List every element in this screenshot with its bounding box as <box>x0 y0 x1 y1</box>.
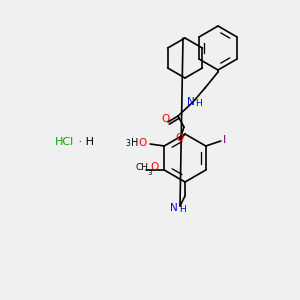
Text: N: N <box>170 203 178 213</box>
Text: H: H <box>178 205 185 214</box>
Text: · H: · H <box>75 137 94 147</box>
Text: HCl: HCl <box>55 137 74 147</box>
Text: I: I <box>223 135 226 145</box>
Text: 3: 3 <box>126 139 131 148</box>
Text: O: O <box>138 138 146 148</box>
Text: CH: CH <box>136 163 149 172</box>
Text: H: H <box>195 98 201 107</box>
Text: O: O <box>150 162 158 172</box>
Text: H: H <box>130 138 138 148</box>
Text: N: N <box>187 97 195 107</box>
Text: O: O <box>176 133 184 143</box>
Text: O: O <box>161 114 169 124</box>
Text: 3: 3 <box>147 170 152 176</box>
